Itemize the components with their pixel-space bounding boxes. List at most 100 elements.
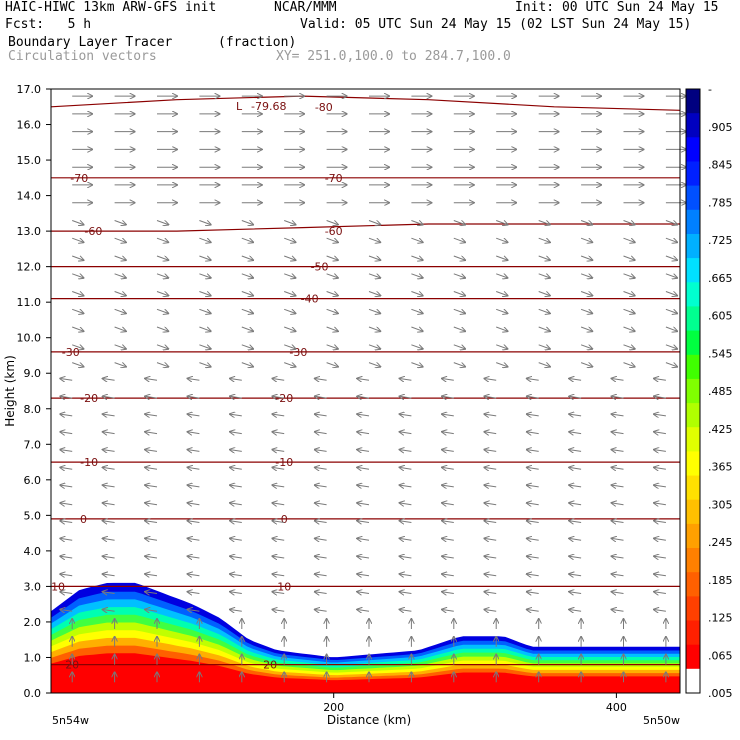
vector-arrow [60, 538, 73, 540]
vector-arrow [357, 503, 370, 505]
vector-arrow [315, 521, 327, 523]
vector-arrow [315, 592, 327, 594]
vector-arrow [284, 326, 295, 331]
vector-arrow [230, 574, 242, 576]
vector-arrow [612, 610, 624, 612]
vector-arrow [612, 485, 624, 487]
vector-arrow [569, 592, 582, 594]
vector-arrow [199, 344, 210, 349]
vector-arrow [315, 450, 327, 452]
vector-arrow [654, 503, 666, 505]
contour-label: -20 [275, 392, 293, 405]
vector-arrow [400, 556, 412, 558]
colorbar-label: .425 [708, 423, 733, 436]
vector-arrow [156, 255, 168, 260]
vector-arrow [665, 362, 677, 367]
vector-arrow [665, 308, 677, 313]
vector-arrow [527, 610, 539, 612]
y-tick-label: 6.0 [24, 474, 42, 487]
vector-arrow [357, 485, 370, 487]
vector-arrow [569, 521, 582, 523]
vector-arrow [665, 273, 677, 278]
vector-arrow [60, 379, 73, 381]
vector-arrow [654, 450, 666, 452]
vector-arrow [569, 379, 582, 381]
vector-arrow [411, 291, 422, 296]
vector-arrow [527, 521, 539, 523]
tracer-band-9 [51, 653, 680, 693]
vector-arrow [654, 467, 666, 469]
vector-arrow [272, 432, 285, 434]
vector-arrow [442, 538, 454, 540]
vector-arrow [230, 379, 242, 381]
vector-arrow [411, 362, 422, 367]
colorbar-label: .485 [708, 385, 733, 398]
vector-arrow [60, 414, 73, 416]
vector-arrow [103, 503, 115, 505]
init-time: Init: 00 UTC Sun 24 May 15 [515, 0, 719, 15]
tracer-field [51, 582, 680, 693]
vector-arrow [527, 379, 539, 381]
vector-arrow [357, 556, 370, 558]
vector-arrow [654, 414, 666, 416]
vector-arrow [114, 362, 126, 367]
x-end-location: 5n50w [643, 714, 680, 727]
vector-arrow [145, 485, 158, 487]
vector-arrow [114, 220, 126, 225]
vector-arrow [368, 326, 380, 331]
y-tick-label: 1.0 [24, 651, 42, 664]
vector-arrow [72, 291, 83, 296]
vector-arrow [527, 467, 539, 469]
vector-arrow [496, 308, 507, 313]
vector-arrow [612, 556, 624, 558]
vector-arrow [230, 556, 242, 558]
colorbar: - .905 .845 .785 .725 .665 .605 .545 .485 .425 .36… [685, 83, 733, 700]
y-axis-title: Height (km) [3, 355, 17, 426]
contour-label: 0 [281, 513, 288, 526]
colorbar-swatch [686, 403, 700, 428]
vector-arrow [569, 574, 582, 576]
y-tick-label: 12.0 [17, 261, 42, 274]
vector-arrow [230, 432, 242, 434]
vector-arrow [484, 414, 497, 416]
colorbar-swatch [686, 234, 700, 259]
field-name: Boundary Layer Tracer [8, 35, 173, 50]
vector-arrow [72, 344, 83, 349]
vector-arrow [272, 610, 285, 612]
colorbar-label: .005 [708, 687, 733, 700]
vector-arrow [665, 326, 677, 331]
vector-arrow [357, 521, 370, 523]
vector-arrow [453, 308, 465, 313]
contour-label: 20 [263, 659, 277, 672]
vector-arrow [199, 255, 210, 260]
vector-arrow [538, 237, 550, 242]
colorbar-swatch [686, 427, 700, 452]
vector-arrow [72, 308, 83, 313]
contour-label: -20 [80, 392, 98, 405]
colorbar-label: .305 [708, 498, 733, 511]
vector-arrow [326, 237, 338, 242]
vector-arrow [145, 503, 158, 505]
vector-arrow [400, 574, 412, 576]
vector-arrow [368, 291, 380, 296]
vector-arrow [188, 396, 200, 398]
vector-arrow [230, 485, 242, 487]
vector-arrow [453, 237, 465, 242]
vector-arrow [230, 538, 242, 540]
vector-arrow [527, 396, 539, 398]
vector-arrow [569, 450, 582, 452]
vector-arrow [315, 396, 327, 398]
vector-arrow [411, 237, 422, 242]
vector-arrow [60, 521, 73, 523]
colorbar-label: .785 [708, 196, 733, 209]
vector-arrow [569, 538, 582, 540]
vector-arrow [72, 273, 83, 278]
y-tick-label: 8.0 [24, 403, 42, 416]
vector-arrow [623, 255, 635, 260]
vector-arrow [484, 503, 497, 505]
vector-arrow [411, 308, 422, 313]
vector-arrow [188, 556, 200, 558]
contour-label: 10 [51, 580, 65, 593]
colorbar-swatch [686, 89, 700, 114]
vector-arrow [442, 467, 454, 469]
